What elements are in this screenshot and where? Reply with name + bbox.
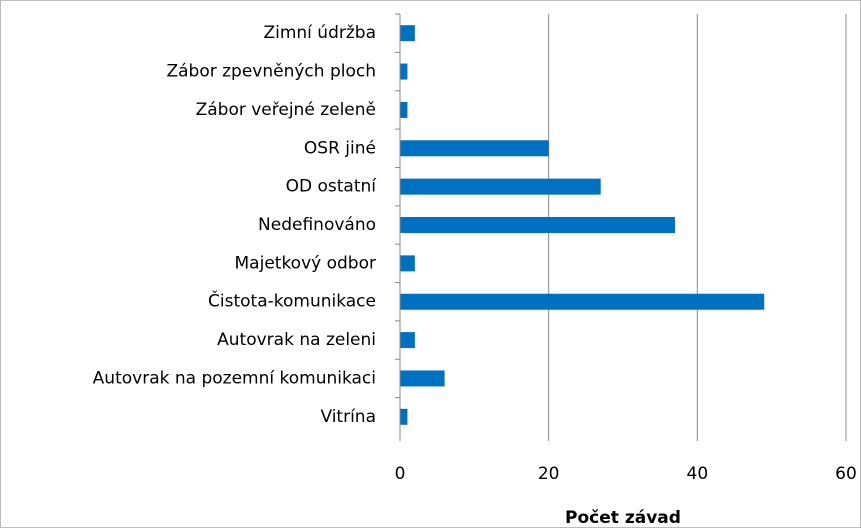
x-tick-label: 40 <box>687 464 709 484</box>
y-tick-label: Zábor zpevněných ploch <box>166 62 376 82</box>
y-tick-label: Čistota-komunikace <box>208 290 376 312</box>
y-tick-label: Majetkový odbor <box>235 253 376 273</box>
bar <box>400 63 408 80</box>
bar <box>400 178 601 195</box>
bar <box>400 332 415 349</box>
x-tick-label: 0 <box>395 464 406 484</box>
bar <box>400 293 765 310</box>
x-axis-title: Počet závad <box>565 508 681 528</box>
x-tick-label: 60 <box>835 464 857 484</box>
bar <box>400 255 415 272</box>
y-tick-label: Autovrak na pozemní komunikaci <box>93 368 376 388</box>
y-tick-label: Zábor veřejné zeleně <box>196 100 376 120</box>
y-tick-label: Nedefinováno <box>258 215 376 235</box>
bar <box>400 370 445 387</box>
y-tick-label: Zimní údržba <box>263 23 376 43</box>
y-tick-label: OD ostatní <box>286 177 378 197</box>
y-tick-label: Vitrína <box>320 407 376 427</box>
bar <box>400 101 408 118</box>
x-tick-label: 20 <box>538 464 560 484</box>
bar <box>400 25 415 42</box>
y-tick-label: Autovrak na zeleni <box>217 330 376 350</box>
y-tick-label: OSR jiné <box>304 138 376 158</box>
bar <box>400 140 549 157</box>
bar <box>400 408 408 425</box>
bar <box>400 217 676 233</box>
